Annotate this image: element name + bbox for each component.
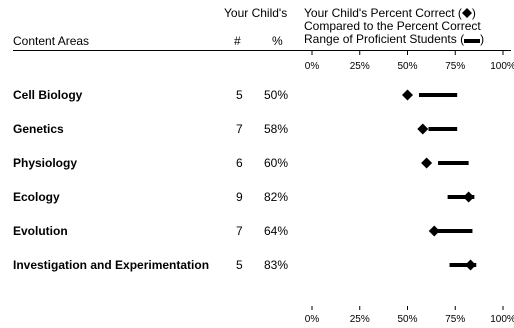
child-value-diamond: [463, 191, 475, 203]
top-axis-tick-label: 0%: [305, 61, 320, 72]
percent-correct-header-line2: Compared to the Percent Correct: [304, 19, 481, 33]
percent-header: %: [272, 34, 283, 48]
content-areas-header: Content Areas: [13, 34, 90, 48]
item-count: 6: [236, 156, 243, 170]
content-area-name: Evolution: [13, 224, 68, 238]
item-count: 7: [236, 122, 243, 136]
bottom-axis-tick-label: 100%: [490, 314, 514, 325]
your-child-header: Your Child's: [224, 6, 288, 20]
table-row: Cell Biology 5 50%: [0, 86, 514, 104]
percent-correct: 60%: [264, 156, 289, 170]
item-count: 7: [236, 224, 243, 238]
percent-correct: 83%: [264, 258, 289, 272]
range-bar-icon: [464, 39, 481, 43]
item-count: 9: [236, 190, 243, 204]
child-value-diamond: [428, 225, 440, 237]
proficient-range-bar: [449, 263, 477, 267]
top-axis-tick-label: 100%: [490, 61, 514, 72]
range-label: Range of Proficient Students (: [304, 32, 465, 46]
bottom-axis-tick-label: 0%: [305, 314, 320, 325]
percent-correct-close: ): [471, 6, 476, 20]
percent-correct: 82%: [264, 190, 289, 204]
percent-correct-header-line3: Range of Proficient Students (): [304, 33, 484, 46]
range-close: ): [480, 32, 485, 46]
diamond-icon: [461, 8, 472, 18]
child-value-diamond: [417, 123, 429, 135]
bottom-axis-tick-label: 25%: [350, 314, 370, 325]
proficient-range-bar: [418, 93, 458, 97]
proficient-range-bar: [428, 127, 458, 131]
percent-correct: 58%: [264, 122, 289, 136]
proficient-range-bar: [447, 195, 475, 199]
proficient-range-bar: [438, 229, 473, 233]
content-area-name: Ecology: [13, 190, 60, 204]
percent-correct: 64%: [264, 224, 289, 238]
item-count: 5: [236, 258, 243, 272]
content-area-name: Physiology: [13, 156, 78, 170]
proficient-range-bar: [438, 161, 469, 165]
percent-correct: 50%: [264, 88, 289, 102]
table-row: Investigation and Experimentation 5 83%: [0, 256, 514, 274]
percent-correct-header-line1: Your Child's Percent Correct (): [304, 7, 476, 20]
table-row: Genetics 7 58%: [0, 120, 514, 138]
top-axis-tick-label: 25%: [350, 61, 370, 72]
child-value-diamond: [465, 259, 477, 271]
content-area-name: Cell Biology: [13, 88, 83, 102]
child-value-diamond: [421, 157, 433, 169]
content-area-name: Investigation and Experimentation: [13, 258, 210, 272]
table-row: Evolution 7 64%: [0, 222, 514, 240]
bottom-axis-tick-label: 50%: [397, 314, 417, 325]
table-row: Physiology 6 60%: [0, 154, 514, 172]
percent-correct-label: Your Child's Percent Correct (: [304, 6, 462, 20]
item-count: 5: [236, 88, 243, 102]
header-rule: [13, 50, 511, 51]
child-value-diamond: [402, 89, 413, 101]
table-row: Ecology 9 82%: [0, 188, 514, 206]
top-axis-tick-label: 75%: [445, 61, 465, 72]
top-axis-tick-label: 50%: [397, 61, 417, 72]
count-header: #: [234, 34, 241, 48]
content-area-name: Genetics: [13, 122, 64, 136]
bottom-axis-tick-label: 75%: [445, 314, 465, 325]
